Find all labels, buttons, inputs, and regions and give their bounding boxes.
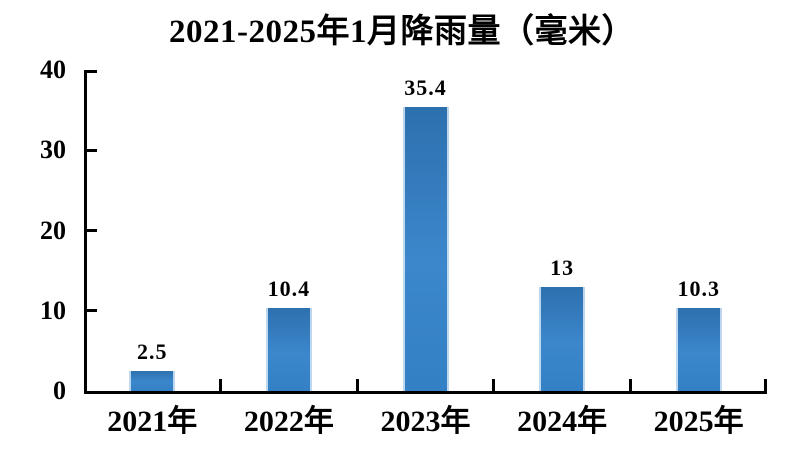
bar-value-label: 10.4 xyxy=(267,275,311,301)
y-axis-line xyxy=(84,70,87,394)
x-axis-label: 2024年 xyxy=(517,405,608,438)
bar xyxy=(129,370,176,391)
x-axis-tick xyxy=(355,379,359,391)
x-axis-labels: 2021年 2022年 2023年 2024年 2025年 xyxy=(84,403,767,443)
x-axis-tick xyxy=(628,379,632,391)
x-axis-tick xyxy=(764,379,767,391)
x-axis-tick xyxy=(219,379,223,391)
x-axis-label: 2023年 xyxy=(380,405,471,438)
x-axis-tick xyxy=(492,379,496,391)
x-axis-line xyxy=(84,391,767,394)
bar xyxy=(402,106,449,391)
y-axis-label: 40 xyxy=(40,55,66,84)
bar-value-label: 10.3 xyxy=(677,276,720,302)
y-axis-label: 0 xyxy=(53,376,66,405)
y-axis-tick xyxy=(84,70,97,73)
plot-area: 2.5 10.4 35.4 13 10.3 xyxy=(84,70,767,391)
bar xyxy=(265,307,312,391)
x-axis-label: 2025年 xyxy=(653,405,744,438)
x-axis-label: 2022年 xyxy=(243,405,334,438)
x-axis-label: 2021年 xyxy=(107,405,198,438)
y-axis-tick xyxy=(84,148,97,152)
chart-title: 2021-2025年1月降雨量（毫米） xyxy=(169,14,635,50)
bar xyxy=(539,286,586,391)
y-axis-tick xyxy=(84,229,97,232)
bar-value-label: 2.5 xyxy=(137,338,168,364)
y-axis-label: 10 xyxy=(40,295,66,325)
y-axis-label: 30 xyxy=(40,135,66,165)
y-axis-label: 20 xyxy=(40,215,66,245)
bar-value-label: 35.4 xyxy=(404,74,447,100)
bar-value-label: 13 xyxy=(550,254,575,280)
y-axis-tick xyxy=(84,309,97,313)
bar xyxy=(675,308,722,391)
